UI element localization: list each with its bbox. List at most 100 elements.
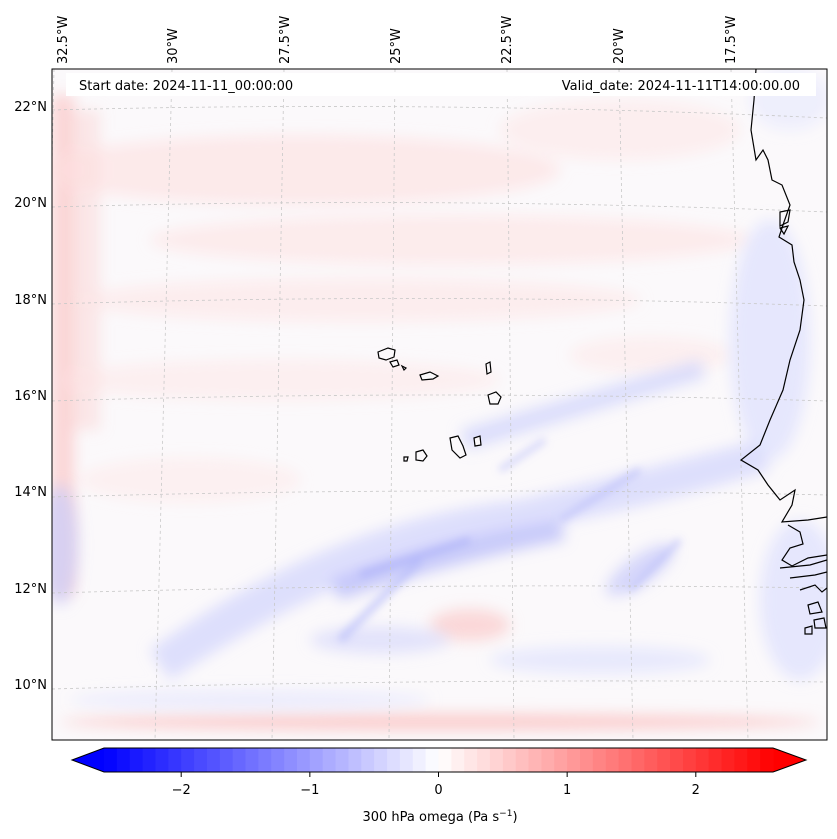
date-banner xyxy=(66,73,816,96)
island-sao-vicente xyxy=(389,359,400,368)
colorbar-label: 300 hPa omega (Pa s−1) xyxy=(362,809,517,825)
colorbar-tick-label: −1 xyxy=(300,783,319,798)
lon-label: 25°W xyxy=(389,28,404,64)
colorbar: −2 −1 0 1 2 300 hPa omega (Pa s−1) xyxy=(70,747,808,825)
island-sal xyxy=(485,361,492,375)
colorbar-cell xyxy=(142,748,157,772)
colorbar-cell xyxy=(284,748,298,772)
colorbar-cell xyxy=(438,748,452,772)
island-santo-antao xyxy=(377,347,396,361)
colorbar-cell xyxy=(322,748,337,772)
island-boa-vista xyxy=(487,391,502,405)
colorbar-cell xyxy=(425,748,440,772)
colorbar-cell xyxy=(734,748,748,772)
colorbar-cell xyxy=(502,748,517,772)
colorbar-cell xyxy=(695,748,710,772)
map-frame xyxy=(51,68,828,741)
lat-label: 14°N xyxy=(14,485,47,500)
colorbar-cell xyxy=(515,748,530,772)
cape-verde-islands xyxy=(377,347,502,462)
lat-label: 10°N xyxy=(14,678,47,693)
colorbar-cell xyxy=(309,748,324,772)
island-brava xyxy=(403,456,409,462)
map-panel: Start date: 2024-11-11_00:00:00 Valid_da… xyxy=(51,68,828,741)
african-coastline xyxy=(739,69,827,635)
lat-label: 12°N xyxy=(14,582,47,597)
lat-label: 18°N xyxy=(14,293,47,308)
colorbar-cell xyxy=(387,748,401,772)
colorbar-cell xyxy=(567,748,581,772)
colorbar-cell xyxy=(194,748,208,772)
colorbar-cell xyxy=(605,748,620,772)
colorbar-cell xyxy=(477,748,491,772)
colorbar-cell xyxy=(760,748,774,772)
colorbar-cell xyxy=(296,748,311,772)
colorbar-cell xyxy=(245,748,259,772)
colorbar-extend-max xyxy=(773,748,806,772)
colorbar-cell xyxy=(361,748,375,772)
latitude-labels: 22°N 20°N 18°N 16°N 14°N 12°N 10°N xyxy=(14,100,47,693)
colorbar-cell xyxy=(631,748,645,772)
colorbar-cell xyxy=(168,748,182,772)
lon-label: 27.5°W xyxy=(278,16,293,64)
colorbar-cell xyxy=(451,748,465,772)
colorbar-extend-min xyxy=(72,748,104,772)
island-santa-luzia xyxy=(400,364,408,372)
colorbar-ticks: −2 −1 0 1 2 xyxy=(172,772,700,798)
coastline-gambia xyxy=(781,524,827,567)
colorbar-cell xyxy=(116,748,131,772)
omega-streaks xyxy=(337,437,683,643)
colorbar-cell xyxy=(155,748,169,772)
colorbar-tick-label: 0 xyxy=(434,783,442,798)
colorbar-cell xyxy=(554,748,568,772)
island-fogo xyxy=(415,449,428,462)
colorbar-cell xyxy=(489,748,504,772)
lon-label: 30°W xyxy=(166,28,181,64)
omega-field xyxy=(52,69,827,740)
colorbar-cell xyxy=(708,748,723,772)
colorbar-cell xyxy=(747,748,761,772)
colorbar-cell xyxy=(618,748,633,772)
island-maio xyxy=(473,435,482,447)
colorbar-cell xyxy=(271,748,285,772)
colorbar-cell xyxy=(219,748,234,772)
coastline-mainland xyxy=(739,69,827,523)
colorbar-cell xyxy=(412,748,427,772)
colorbar-cell xyxy=(399,748,414,772)
island-sao-nicolau xyxy=(419,371,440,381)
colorbar-cell xyxy=(374,748,388,772)
lat-label: 16°N xyxy=(14,389,47,404)
colorbar-cell xyxy=(232,748,247,772)
lat-label: 20°N xyxy=(14,196,47,211)
colorbar-tick-label: 2 xyxy=(692,783,700,798)
colorbar-cell xyxy=(682,748,697,772)
colorbar-cell xyxy=(335,748,350,772)
graticule-meridians xyxy=(52,69,749,740)
colorbar-cell xyxy=(657,748,671,772)
colorbar-cell xyxy=(181,748,195,772)
colorbar-cell xyxy=(206,748,221,772)
valid-date-label: Valid_date: 2024-11-11T14:00:00.00 xyxy=(562,79,800,94)
coastline-guinea-bissau xyxy=(779,559,827,593)
colorbar-cell xyxy=(670,748,684,772)
positive-omega-areas xyxy=(52,95,820,730)
lat-label: 22°N xyxy=(14,100,47,115)
lon-label: 17.5°W xyxy=(724,16,739,64)
colorbar-cell xyxy=(129,748,144,772)
lon-label: 32.5°W xyxy=(56,16,71,64)
colorbar-cells xyxy=(72,748,806,772)
colorbar-cell xyxy=(580,748,594,772)
longitude-labels: 32.5°W 30°W 27.5°W 25°W 22.5°W 20°W 17.5… xyxy=(56,16,739,64)
colorbar-cell xyxy=(348,748,362,772)
colorbar-cell xyxy=(528,748,543,772)
colorbar-cell xyxy=(592,748,607,772)
lon-label: 22.5°W xyxy=(500,16,515,64)
colorbar-cell xyxy=(464,748,478,772)
island-santiago xyxy=(449,435,467,459)
coastline-inlet xyxy=(779,225,790,236)
colorbar-outline xyxy=(70,747,808,773)
coastline-inlet xyxy=(779,209,791,227)
colorbar-cell xyxy=(644,748,658,772)
colorbar-tick-label: −2 xyxy=(172,783,191,798)
